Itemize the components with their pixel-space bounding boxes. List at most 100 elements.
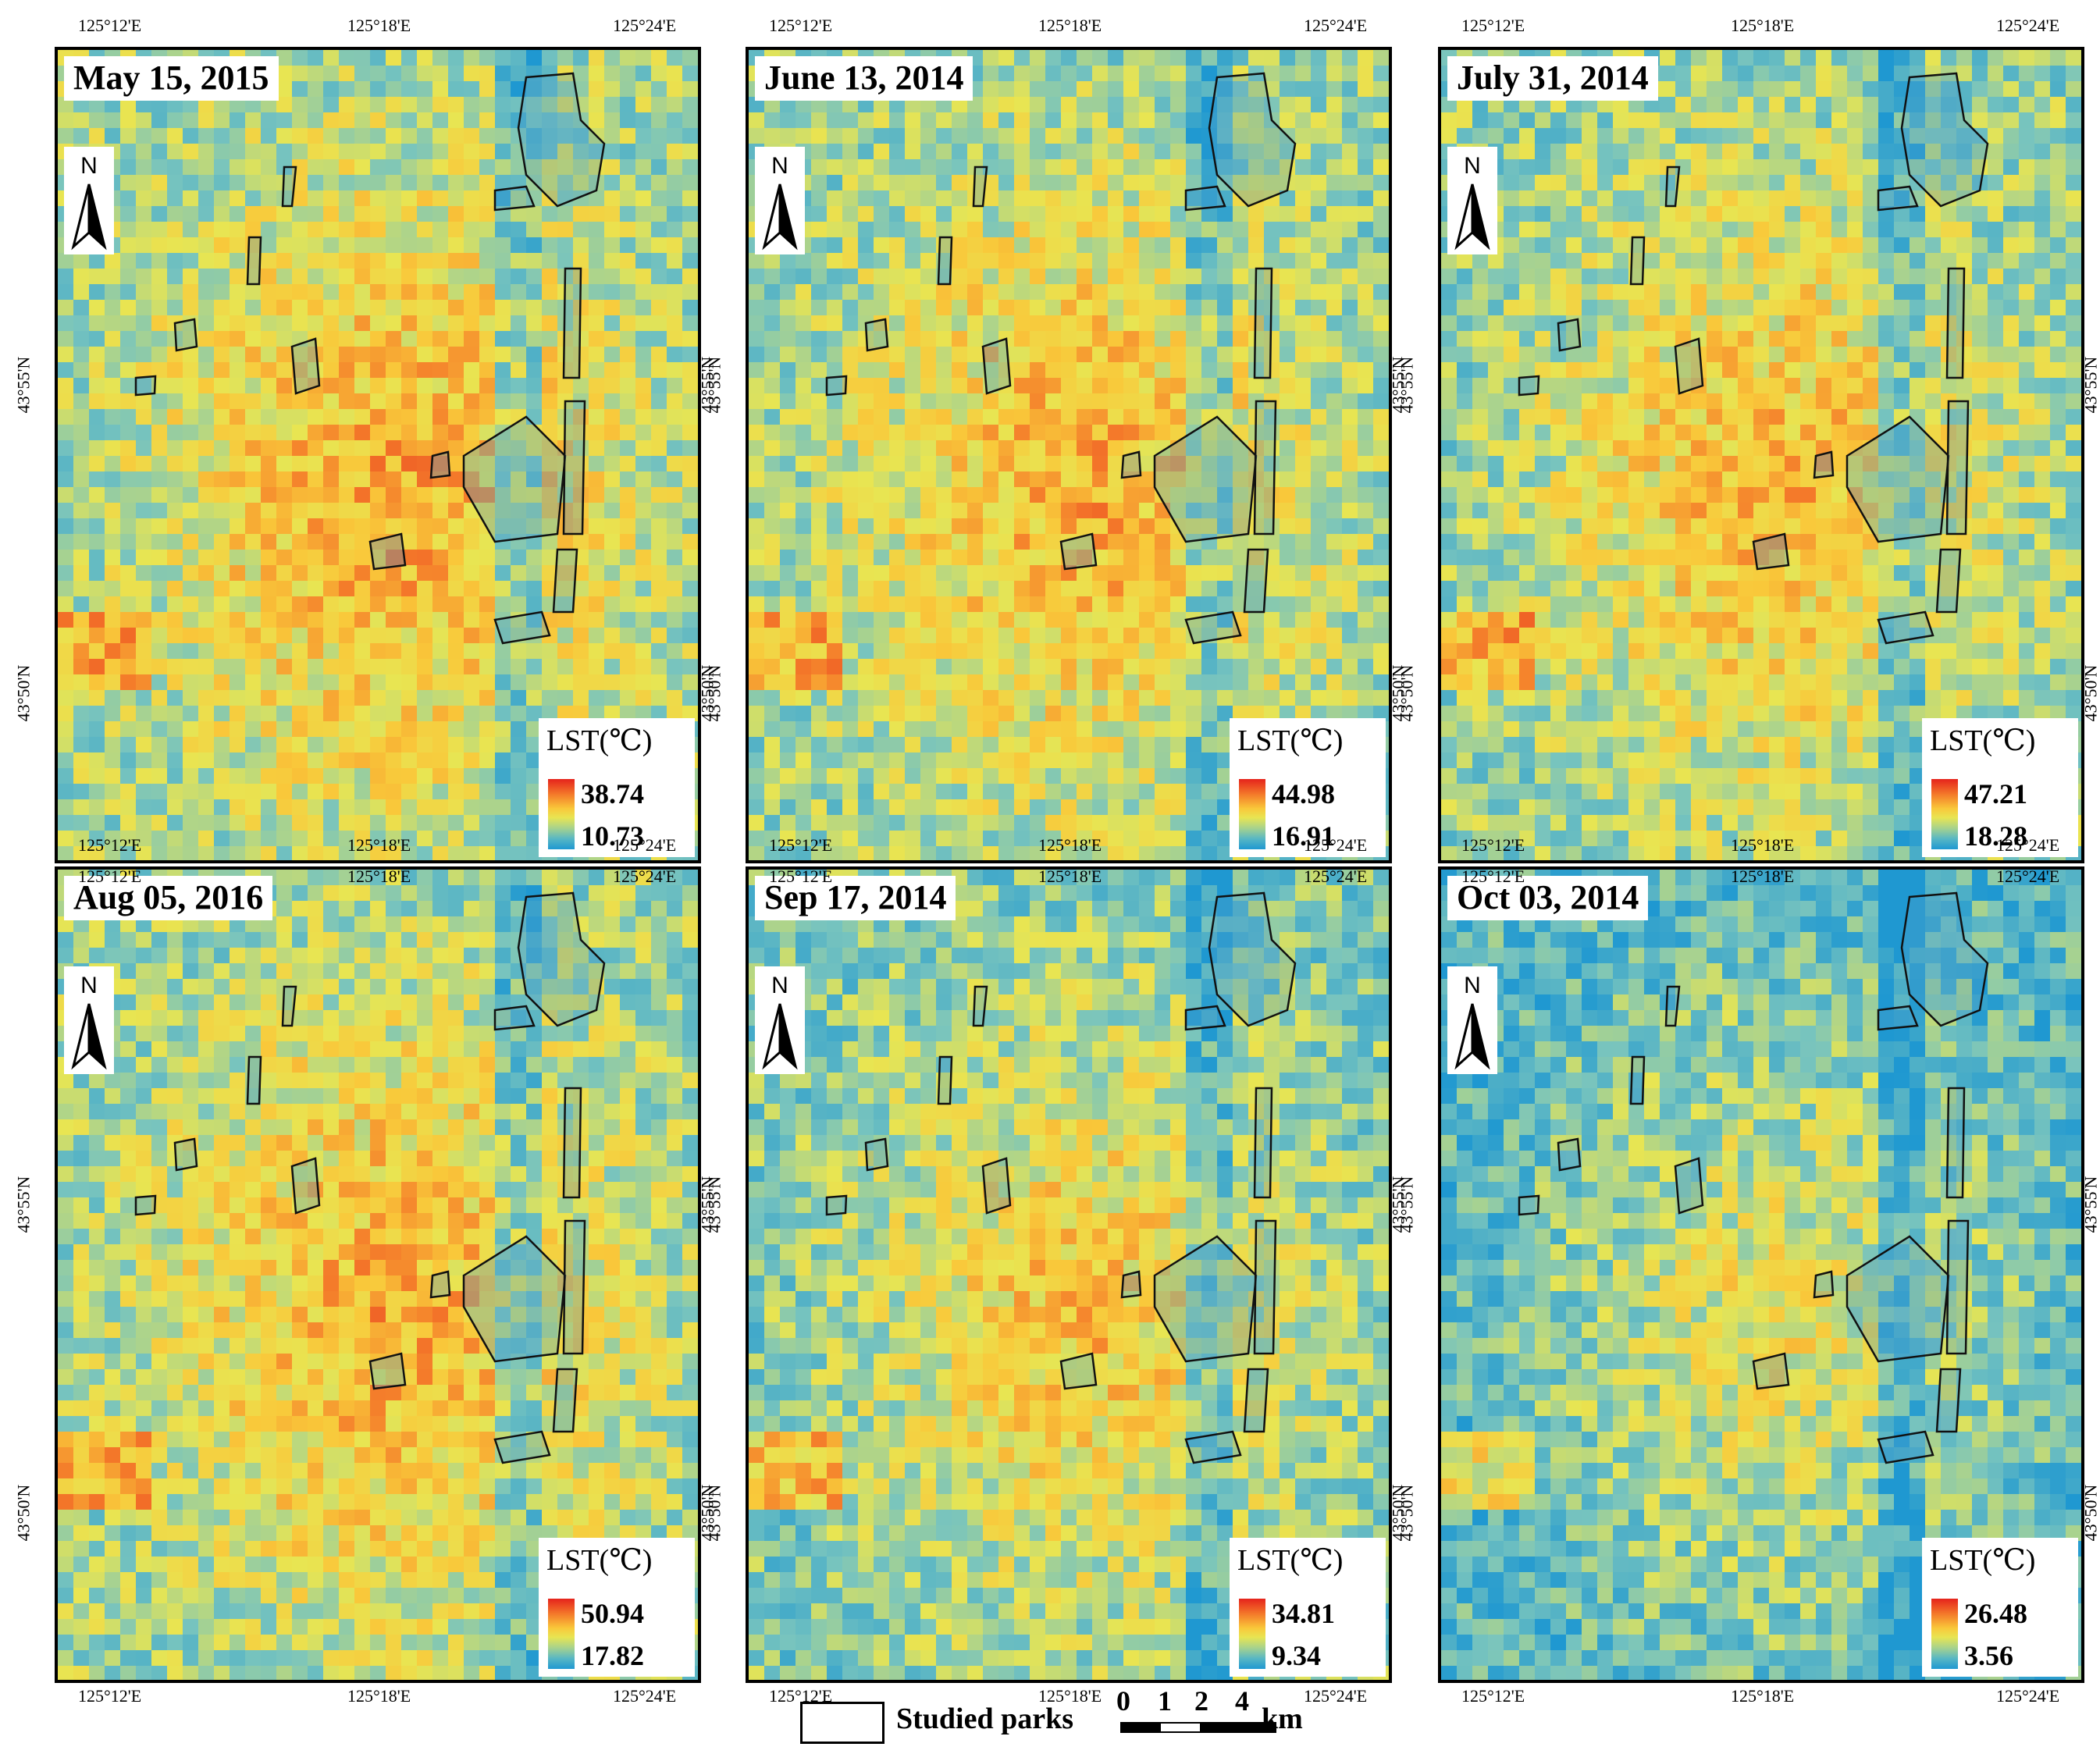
- park-outline: [493, 1005, 536, 1031]
- legend-title: LST(℃): [546, 1544, 653, 1577]
- studied-parks-swatch: [800, 1702, 884, 1744]
- legend-max-value: 47.21: [1964, 778, 2027, 809]
- park-outline: [517, 891, 606, 1027]
- north-arrow-icon: N: [755, 147, 805, 254]
- lst-map-panel: June 13, 2014 N LST(℃) 44.98 16.91: [746, 47, 1392, 863]
- panel-date: Aug 05, 2016: [64, 876, 273, 920]
- park-outline: [1184, 1430, 1242, 1464]
- park-outline: [1945, 1219, 1970, 1355]
- lat-tick-left: 43°55'N: [13, 1176, 34, 1233]
- park-outline: [1752, 532, 1790, 571]
- lon-tick-top: 125°24'E: [1996, 16, 2060, 35]
- lon-tick-top: 125°18'E: [1038, 16, 1102, 35]
- north-arrow-icon: N: [1447, 966, 1497, 1074]
- lat-tick-right: 43°50'N: [2080, 664, 2100, 722]
- legend-title: LST(℃): [1930, 724, 2036, 757]
- lon-tick-bottom: 125°12'E: [769, 866, 833, 886]
- park-outline: [281, 165, 297, 208]
- scale-segment-b: [1200, 1724, 1276, 1731]
- lst-map-panel: Aug 05, 2016 N LST(℃) 50.94 17.82: [55, 866, 701, 1683]
- park-outline: [562, 267, 582, 379]
- lat-tick-right: 43°55'N: [2080, 1176, 2100, 1233]
- lon-tick-top: 125°24'E: [613, 835, 677, 855]
- legend-min-value: 9.34: [1272, 1640, 1321, 1671]
- lst-legend: LST(℃) 26.48 3.56: [1922, 1538, 2078, 1677]
- scale-number-2: 2: [1194, 1685, 1208, 1717]
- scale-segment-a: [1122, 1724, 1161, 1731]
- lon-tick-bottom: 125°24'E: [1996, 1686, 2060, 1706]
- lon-tick-top: 125°24'E: [1304, 835, 1368, 855]
- park-outline: [1900, 72, 1989, 208]
- park-outline: [1813, 450, 1835, 479]
- lon-tick-top: 125°18'E: [1731, 16, 1795, 35]
- lon-tick-top: 125°24'E: [613, 16, 677, 35]
- lat-tick-right: 43°55'N: [2080, 356, 2100, 414]
- park-outline: [937, 1055, 953, 1105]
- park-outline: [517, 72, 606, 208]
- park-outline: [1674, 1157, 1704, 1215]
- park-outline: [1935, 548, 1962, 614]
- lat-tick-left: 43°50'N: [1397, 1484, 1417, 1542]
- park-outline: [972, 985, 988, 1027]
- park-outline: [1243, 548, 1269, 614]
- park-outline: [1059, 1352, 1098, 1390]
- lat-tick-right: 43°50'N: [2080, 1484, 2100, 1542]
- park-outline: [368, 532, 407, 571]
- lon-tick-bottom: 125°12'E: [78, 866, 142, 886]
- lon-tick-top: 125°12'E: [1461, 16, 1525, 35]
- park-outline: [173, 1137, 198, 1172]
- park-outline: [937, 236, 953, 286]
- legend-min-value: 10.73: [581, 820, 644, 852]
- legend-min-value: 3.56: [1964, 1640, 2013, 1671]
- park-outline: [246, 1055, 262, 1105]
- park-outline: [1120, 450, 1142, 479]
- scale-bar: [1120, 1722, 1276, 1733]
- legend-title: LST(℃): [546, 724, 653, 757]
- park-outline: [552, 1368, 578, 1433]
- park-outline: [825, 1194, 848, 1216]
- lst-legend: LST(℃) 47.21 18.28: [1922, 718, 2078, 857]
- lon-tick-bottom: 125°24'E: [1304, 1686, 1368, 1706]
- park-outline: [462, 1235, 567, 1363]
- panel-date: July 31, 2014: [1447, 56, 1658, 101]
- legend-color-ramp: [1931, 779, 1958, 849]
- legend-color-ramp: [1239, 779, 1265, 849]
- park-outline: [1518, 375, 1540, 397]
- legend-title: LST(℃): [1237, 724, 1344, 757]
- north-arrow-icon: N: [64, 147, 114, 254]
- lst-raster: [749, 50, 1389, 860]
- legend-max-value: 34.81: [1272, 1598, 1335, 1629]
- park-outline: [1184, 610, 1242, 645]
- legend-color-ramp: [1239, 1599, 1265, 1669]
- park-outline: [1846, 415, 1950, 543]
- lon-tick-bottom: 125°12'E: [78, 1686, 142, 1706]
- park-outline: [1877, 610, 1934, 645]
- park-outline: [825, 375, 848, 397]
- lst-map-panel: Sep 17, 2014 N LST(℃) 34.81 9.34: [746, 866, 1392, 1683]
- park-outline: [1629, 236, 1646, 286]
- park-outline: [1208, 891, 1297, 1027]
- north-label: N: [1464, 153, 1481, 179]
- park-outline: [1935, 1368, 1962, 1433]
- park-outline: [1664, 985, 1681, 1027]
- park-outline: [552, 548, 578, 614]
- park-outline: [1846, 1235, 1950, 1363]
- scale-number-1: 1: [1158, 1685, 1172, 1717]
- park-outline: [1557, 318, 1582, 352]
- park-outline: [562, 400, 586, 535]
- panel-date: Oct 03, 2014: [1447, 876, 1649, 920]
- lon-tick-bottom: 125°24'E: [613, 866, 677, 886]
- lon-tick-top: 125°18'E: [1038, 835, 1102, 855]
- lon-tick-bottom: 125°24'E: [1304, 866, 1368, 886]
- park-outline: [972, 165, 988, 208]
- lst-map-panel: May 15, 2015 N LST(℃) 38.74 10.73: [55, 47, 701, 863]
- lon-tick-bottom: 125°24'E: [1996, 866, 2060, 886]
- lat-tick-left: 43°50'N: [1397, 664, 1417, 722]
- lon-tick-top: 125°24'E: [1304, 16, 1368, 35]
- scale-number-4: 4: [1235, 1685, 1249, 1717]
- north-arrow-icon: N: [1447, 147, 1497, 254]
- park-outline: [1120, 1270, 1142, 1299]
- lon-tick-top: 125°18'E: [1731, 835, 1795, 855]
- park-outline: [134, 375, 157, 397]
- legend-color-ramp: [548, 1599, 575, 1669]
